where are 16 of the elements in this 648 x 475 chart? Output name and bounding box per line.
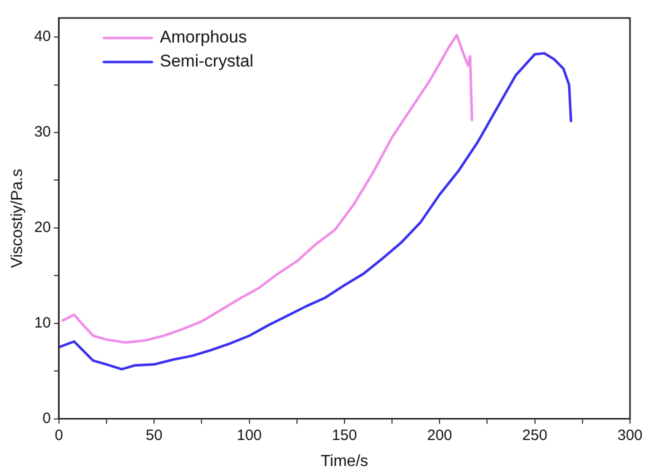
legend-label: Semi-crystal	[160, 52, 254, 71]
x-tick-label: 50	[146, 426, 162, 444]
x-axis-title: Time/s	[320, 452, 368, 470]
x-tick-label: 0	[54, 426, 64, 444]
y-tick-label: 0	[42, 410, 51, 427]
legend-label: Amorphous	[160, 28, 247, 47]
y-tick-label: 40	[34, 28, 51, 46]
x-tick-label: 250	[522, 426, 548, 444]
y-axis-title: Viscostiy/Pa.s	[9, 168, 26, 268]
x-tick-label: 200	[427, 426, 452, 444]
y-tick-label: 10	[34, 314, 51, 332]
y-tick-label: 20	[34, 219, 51, 236]
x-tick-label: 150	[332, 426, 357, 444]
x-tick-label: 100	[236, 426, 262, 444]
x-tick-label: 300	[617, 426, 643, 444]
y-tick-label: 30	[34, 124, 51, 141]
